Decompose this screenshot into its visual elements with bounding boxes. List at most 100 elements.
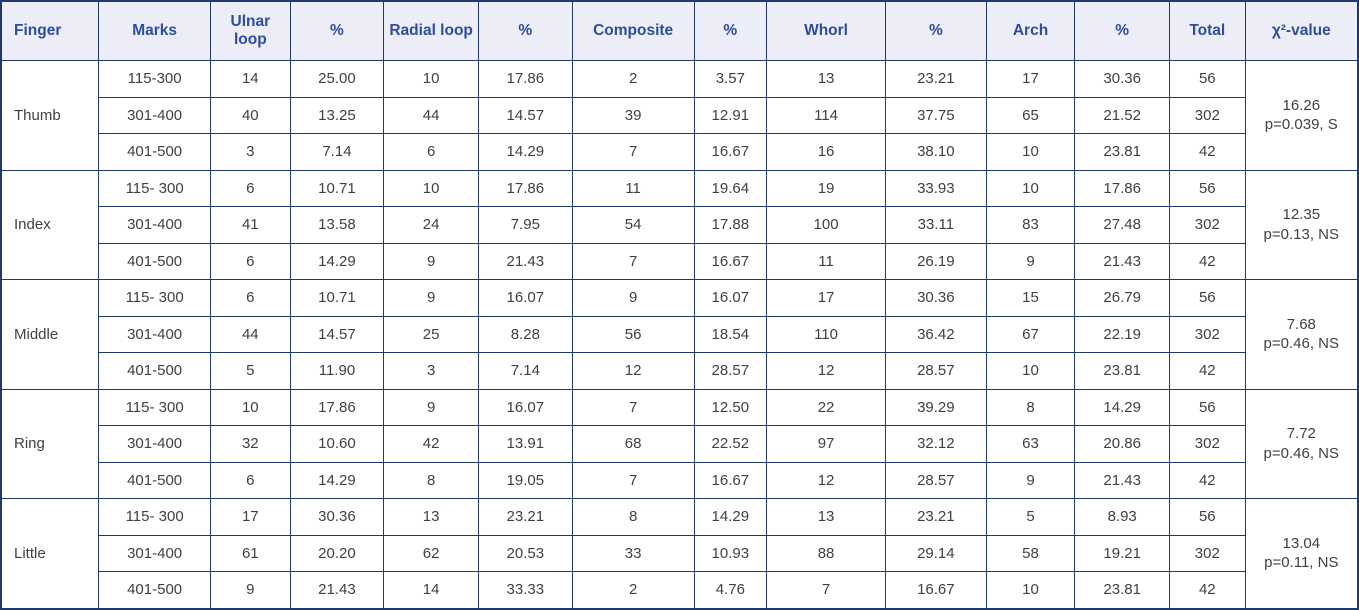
data-cell: 56	[1169, 279, 1246, 317]
data-cell: 3	[210, 133, 291, 171]
table-row: 401-500 5 11.90 3 7.14 12 28.57 12 28.57 10 23.81 4…	[1, 352, 1358, 390]
data-cell: 22.19	[1074, 315, 1171, 353]
data-cell: 7.14	[289, 133, 385, 171]
table-row: 301-400 61 20.20 62 20.53 33 10.93 88 29.14 58 19.…	[1, 534, 1358, 572]
data-cell: 14.29	[1074, 388, 1171, 426]
data-cell: 2	[571, 60, 695, 98]
data-cell: 27.48	[1074, 206, 1171, 244]
data-cell: 23.21	[477, 498, 573, 536]
data-cell: 56	[1169, 498, 1246, 536]
data-cell: 83	[985, 206, 1076, 244]
data-cell: 13.58	[289, 206, 385, 244]
table-row: 401-500 3 7.14 6 14.29 7 16.67 16 38.10 10 23.81 42	[1, 133, 1358, 171]
table-row: 401-500 6 14.29 8 19.05 7 16.67 12 28.57 9 21.43 42	[1, 461, 1358, 499]
data-cell: 42	[1169, 133, 1246, 171]
data-cell: 10	[383, 169, 479, 207]
data-cell: 16	[766, 133, 886, 171]
data-cell: 63	[985, 425, 1076, 463]
data-cell: 42	[1169, 461, 1246, 499]
header-cell-radial-loop: Radial loop	[383, 0, 479, 61]
data-cell: 17.86	[1074, 169, 1171, 207]
data-cell: 301-400	[98, 425, 212, 463]
data-cell: 14.57	[477, 96, 573, 134]
data-cell: 14	[210, 60, 291, 98]
header-cell-arch: Arch	[985, 0, 1076, 61]
header-cell-total: Total	[1169, 0, 1246, 61]
data-cell: 25	[383, 315, 479, 353]
data-cell: 16.67	[693, 242, 768, 280]
data-cell: 9	[383, 388, 479, 426]
finger-cell: Ring	[0, 388, 100, 499]
header-cell-composite: Composite	[571, 0, 695, 61]
data-cell: 301-400	[98, 534, 212, 572]
table-row: 301-400 32 10.60 42 13.91 68 22.52 97 32.12 63 20.…	[1, 425, 1358, 463]
table-row: Little 115- 300 17 30.36 13 23.21 8 14.29 13 23.2…	[0, 498, 1359, 609]
data-cell: 302	[1169, 425, 1246, 463]
data-cell: 42	[1169, 242, 1246, 280]
chi-square-cell: 13.04 p=0.11, NS	[1244, 498, 1359, 609]
header-cell-finger: Finger	[0, 0, 100, 61]
data-cell: 7	[571, 133, 695, 171]
data-cell: 401-500	[98, 571, 212, 609]
data-cell: 9	[383, 242, 479, 280]
data-cell: 11	[571, 169, 695, 207]
finger-cell: Middle	[0, 279, 100, 390]
data-cell: 54	[571, 206, 695, 244]
data-cell: 56	[1169, 388, 1246, 426]
data-cell: 115- 300	[98, 279, 212, 317]
data-cell: 12	[571, 352, 695, 390]
data-cell: 110	[766, 315, 886, 353]
data-cell: 8	[571, 498, 695, 536]
data-cell: 15	[985, 279, 1076, 317]
table-row: 301-400 44 14.57 25 8.28 56 18.54 110 36.42 67 22.…	[1, 315, 1358, 353]
chi-square-cell: 7.72 p=0.46, NS	[1244, 388, 1359, 499]
data-cell: 26.19	[884, 242, 987, 280]
header-cell--: %	[884, 0, 987, 61]
chi-square-value: 16.26	[1282, 96, 1321, 114]
data-cell: 97	[766, 425, 886, 463]
finger-cell: Thumb	[0, 60, 100, 171]
data-cell: 10	[985, 352, 1076, 390]
data-cell: 30.36	[1074, 60, 1171, 98]
data-cell: 12	[766, 352, 886, 390]
chi-square-cell: 16.26 p=0.039, S	[1244, 60, 1359, 171]
data-cell: 4.76	[693, 571, 768, 609]
data-cell: 10.93	[693, 534, 768, 572]
data-cell: 16.67	[693, 461, 768, 499]
data-cell: 14.29	[289, 242, 385, 280]
finger-cell: Little	[0, 498, 100, 609]
data-cell: 12.91	[693, 96, 768, 134]
data-cell: 39	[571, 96, 695, 134]
data-cell: 28.57	[693, 352, 768, 390]
header-cell--value: χ²-value	[1244, 0, 1359, 61]
data-cell: 302	[1169, 96, 1246, 134]
table-body: Thumb 115-300 14 25.00 10 17.86 2 3.57 13 23.21 17…	[0, 60, 1359, 609]
data-cell: 23.81	[1074, 133, 1171, 171]
data-cell: 6	[210, 169, 291, 207]
data-cell: 38.10	[884, 133, 987, 171]
table-row: 301-400 40 13.25 44 14.57 39 12.91 114 37.75 65 21…	[1, 96, 1358, 134]
finger-cell: Index	[0, 169, 100, 280]
data-cell: 9	[210, 571, 291, 609]
data-cell: 6	[210, 461, 291, 499]
data-cell: 33.33	[477, 571, 573, 609]
table-row: 301-400 41 13.58 24 7.95 54 17.88 100 33.11 83 27.…	[1, 206, 1358, 244]
data-cell: 13.25	[289, 96, 385, 134]
data-cell: 23.81	[1074, 571, 1171, 609]
data-cell: 115- 300	[98, 388, 212, 426]
data-cell: 2	[571, 571, 695, 609]
chi-square-value: 7.72	[1286, 425, 1316, 443]
data-cell: 100	[766, 206, 886, 244]
data-cell: 44	[383, 96, 479, 134]
data-cell: 9	[571, 279, 695, 317]
data-cell: 30.36	[289, 498, 385, 536]
data-cell: 44	[210, 315, 291, 353]
data-cell: 21.43	[289, 571, 385, 609]
data-cell: 7	[571, 388, 695, 426]
data-cell: 33.93	[884, 169, 987, 207]
chi-square-cell: 7.68 p=0.46, NS	[1244, 279, 1359, 390]
data-cell: 6	[383, 133, 479, 171]
data-cell: 14.29	[477, 133, 573, 171]
data-cell: 8.93	[1074, 498, 1171, 536]
